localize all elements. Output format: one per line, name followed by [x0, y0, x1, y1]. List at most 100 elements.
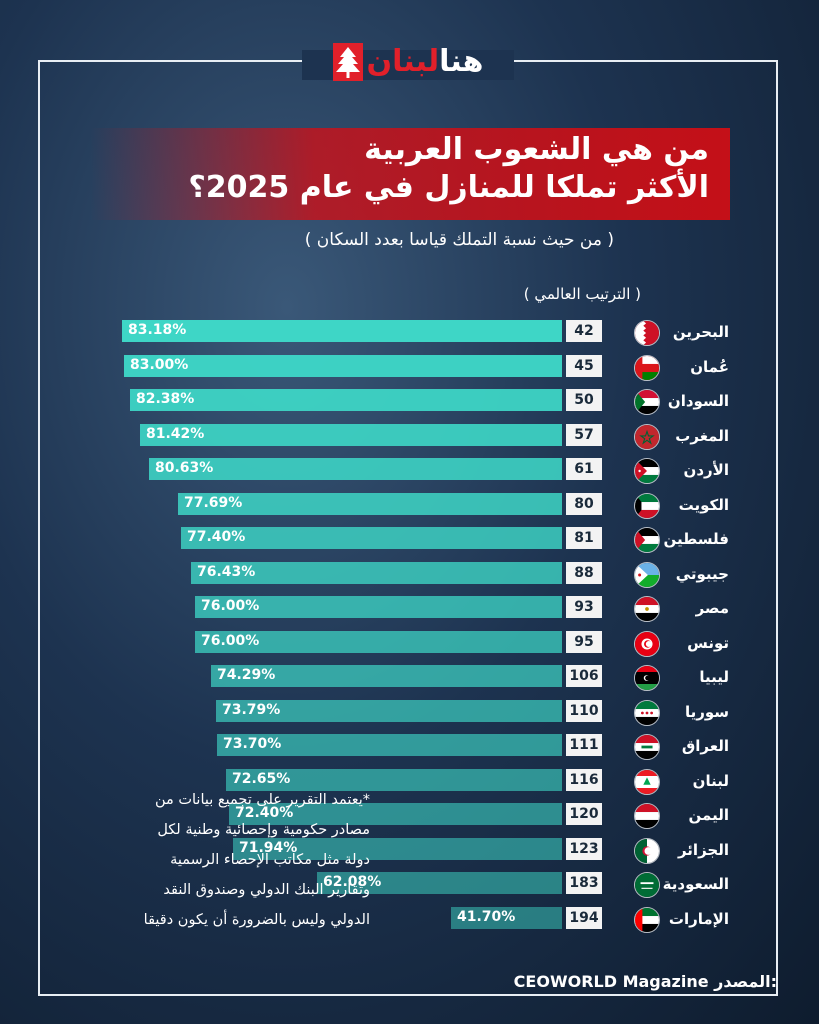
bar-value-label: 71.94%	[239, 840, 298, 856]
bar	[317, 872, 562, 894]
yemen-flag-icon	[634, 803, 660, 829]
country-label: العراق	[681, 737, 729, 755]
saudi-flag-icon	[634, 872, 660, 898]
bar	[181, 527, 562, 549]
logo: هنا لبنان	[302, 40, 514, 84]
bar-value-label: 83.00%	[130, 357, 189, 373]
bar	[130, 389, 562, 411]
world-rank-badge: 106	[566, 665, 602, 687]
chart-row: 76.00% 95 تونس	[0, 631, 819, 657]
world-rank-badge: 194	[566, 907, 602, 929]
bahrain-flag-icon	[634, 320, 660, 346]
djibouti-flag-icon	[634, 562, 660, 588]
world-rank-badge: 183	[566, 872, 602, 894]
footnote-line: مصادر حكومية وإحصائية وطنية لكل	[157, 822, 370, 838]
world-rank-badge: 45	[566, 355, 602, 377]
footnote-line: الدولي وليس بالضرورة أن يكون دقيقا	[143, 912, 370, 928]
world-rank-badge: 88	[566, 562, 602, 584]
bar	[226, 769, 562, 791]
chart-row: 81.42% 57 المغرب	[0, 424, 819, 450]
chart-row: 62.08% 183 السعودية	[0, 872, 819, 898]
syria-flag-icon	[634, 700, 660, 726]
jordan-flag-icon	[634, 458, 660, 484]
chart-row: 71.94% 123 الجزائر	[0, 838, 819, 864]
logo-part-red: لبنان	[366, 44, 440, 79]
bar-value-label: 76.43%	[197, 564, 256, 580]
morocco-flag-icon	[634, 424, 660, 450]
bar	[122, 320, 562, 342]
bar	[217, 734, 562, 756]
country-label: السودان	[667, 392, 729, 410]
bar-value-label: 83.18%	[128, 322, 187, 338]
chart-row: 83.18% 42 البحرين	[0, 320, 819, 346]
bar-value-label: 73.70%	[223, 736, 282, 752]
chart-row: 73.70% 111 العراق	[0, 734, 819, 760]
world-rank-badge: 42	[566, 320, 602, 342]
bar	[191, 562, 562, 584]
world-rank-badge: 116	[566, 769, 602, 791]
bar-value-label: 80.63%	[155, 460, 214, 476]
source-credit: المصدر: CEOWORLD Magazine	[514, 972, 777, 991]
country-label: الكويت	[678, 496, 729, 514]
country-label: اليمن	[688, 806, 729, 824]
oman-flag-icon	[634, 355, 660, 381]
footnote-line: وتقارير البنك الدولي وصندوق النقد	[163, 882, 370, 898]
uae-flag-icon	[634, 907, 660, 933]
source-name: CEOWORLD Magazine	[513, 972, 709, 991]
country-label: مصر	[695, 599, 729, 617]
world-rank-badge: 61	[566, 458, 602, 480]
bar	[229, 803, 562, 825]
country-label: الجزائر	[677, 841, 729, 859]
bar-value-label: 77.69%	[184, 495, 243, 511]
country-label: السعودية	[662, 875, 729, 893]
bar-value-label: 76.00%	[201, 598, 260, 614]
footnote-line: *يعتمد التقرير على تجميع بيانات من	[154, 792, 370, 808]
world-rank-badge: 80	[566, 493, 602, 515]
sudan-flag-icon	[634, 389, 660, 415]
world-rank-badge: 81	[566, 527, 602, 549]
bar-value-label: 82.38%	[136, 391, 195, 407]
chart-row: 77.69% 80 الكويت	[0, 493, 819, 519]
bar-value-label: 77.40%	[187, 529, 246, 545]
bar	[149, 458, 562, 480]
world-rank-badge: 123	[566, 838, 602, 860]
bar-value-label: 62.08%	[323, 874, 382, 890]
libya-flag-icon	[634, 665, 660, 691]
bar	[195, 596, 562, 618]
chart-row: 74.29% 106 ليبيا	[0, 665, 819, 691]
chart-row: 83.00% 45 عُمان	[0, 355, 819, 381]
bar	[451, 907, 562, 929]
algeria-flag-icon	[634, 838, 660, 864]
bar-value-label: 72.65%	[232, 771, 291, 787]
bar	[211, 665, 562, 687]
bar-value-label: 76.00%	[201, 633, 260, 649]
bar-value-label: 81.42%	[146, 426, 205, 442]
country-label: سوريا	[684, 703, 729, 721]
rank-column-header: ( الترتيب العالمي )	[523, 285, 641, 303]
bar-value-label: 72.40%	[235, 805, 294, 821]
bar	[140, 424, 562, 446]
country-label: لبنان	[692, 772, 729, 790]
page-title-line-2: الأكثر تملكا للمنازل في عام 2025؟	[188, 170, 709, 205]
cedar-icon	[332, 43, 363, 81]
country-label: ليبيا	[699, 668, 729, 686]
lebanon-flag-icon	[634, 769, 660, 795]
country-label: فلسطين	[663, 530, 729, 548]
bar-value-label: 73.79%	[222, 702, 281, 718]
bar-value-label: 74.29%	[217, 667, 276, 683]
world-rank-badge: 57	[566, 424, 602, 446]
world-rank-badge: 50	[566, 389, 602, 411]
logo-part-white: هنا	[439, 44, 484, 79]
bar-value-label: 41.70%	[457, 909, 516, 925]
tunisia-flag-icon	[634, 631, 660, 657]
iraq-flag-icon	[634, 734, 660, 760]
chart-row: 72.40% 120 اليمن	[0, 803, 819, 829]
country-label: الأردن	[683, 461, 729, 479]
country-label: عُمان	[690, 358, 729, 376]
chart-row: 82.38% 50 السودان	[0, 389, 819, 415]
world-rank-badge: 120	[566, 803, 602, 825]
country-label: الإمارات	[668, 910, 729, 928]
bar	[195, 631, 562, 653]
logo-text: هنا لبنان	[332, 42, 484, 82]
world-rank-badge: 93	[566, 596, 602, 618]
